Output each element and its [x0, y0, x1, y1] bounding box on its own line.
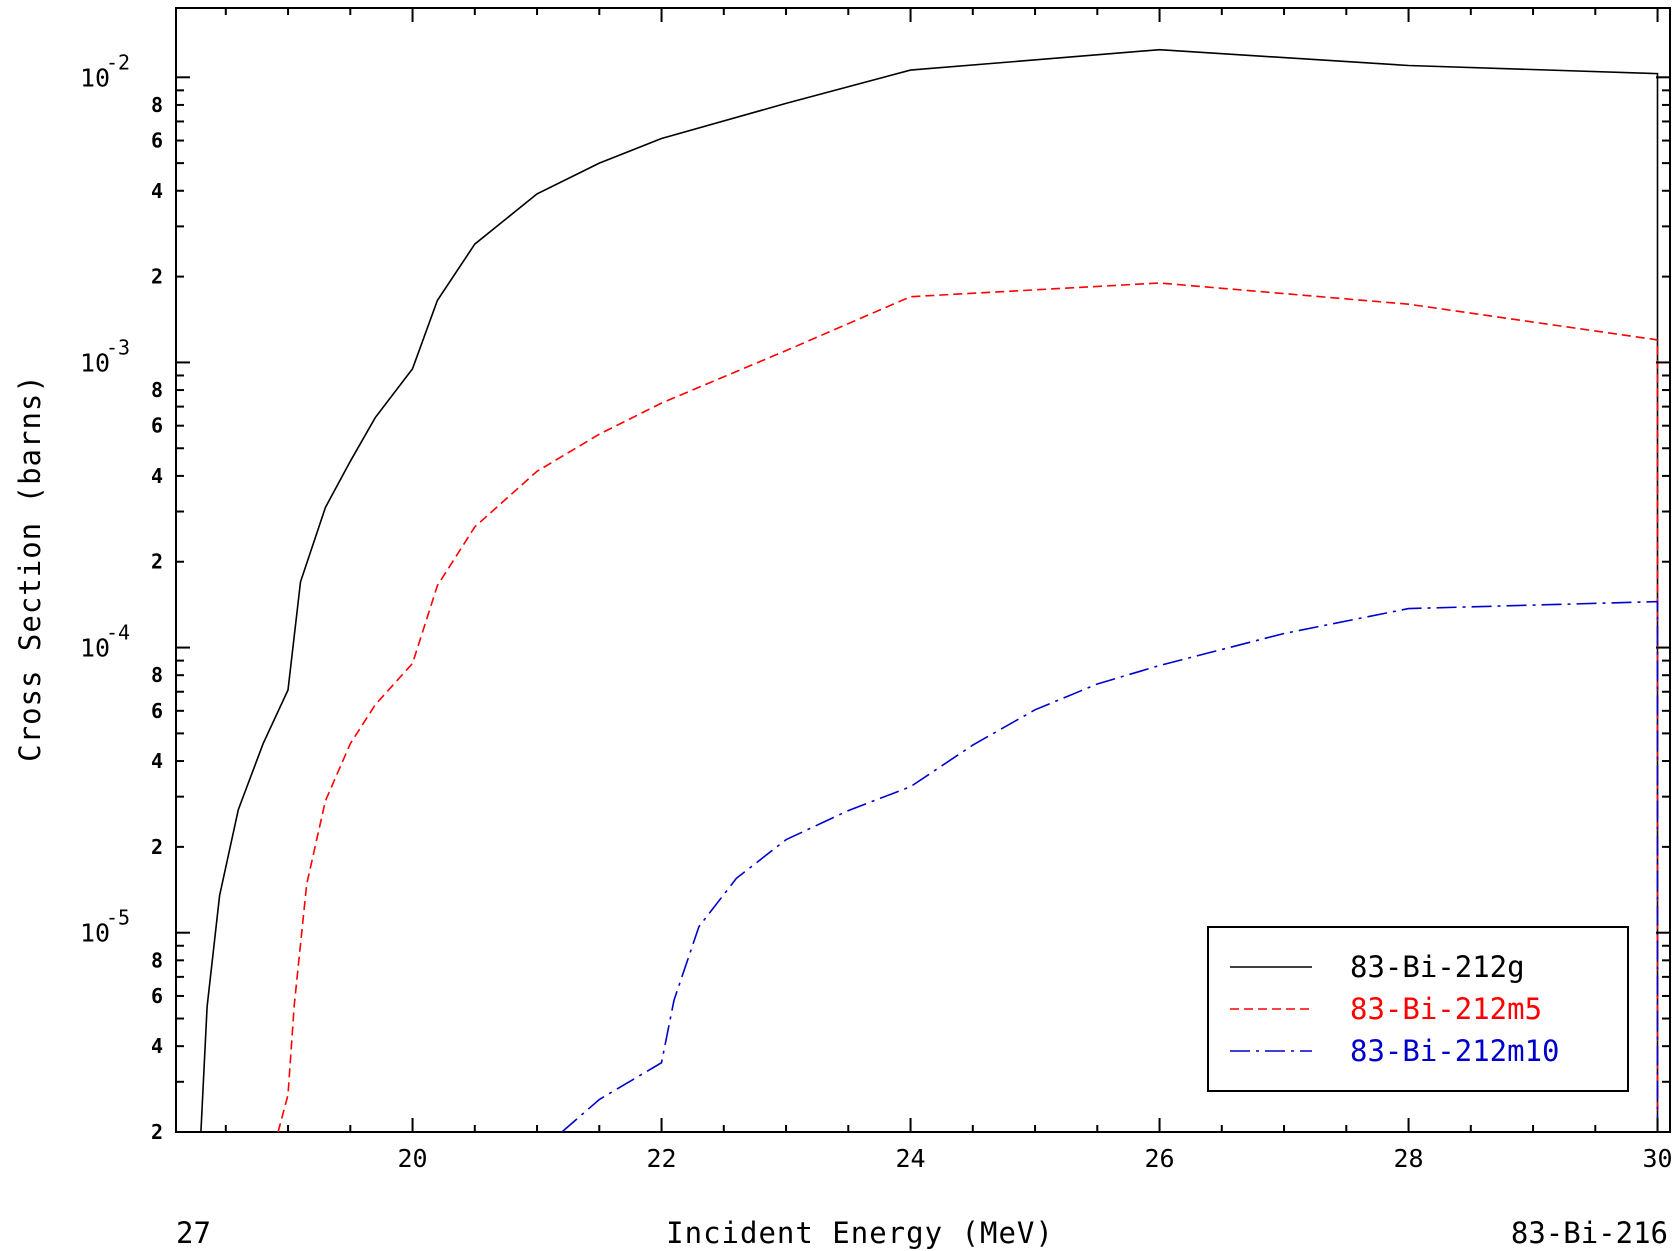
- x-axis-title: Incident Energy (MeV): [666, 1216, 1054, 1250]
- y-minor-tick-label: 6: [151, 699, 163, 723]
- series-line: [200, 48, 1659, 1132]
- legend-label: 83-Bi-212m5: [1350, 992, 1542, 1026]
- x-tick-label: 26: [1144, 1144, 1174, 1173]
- y-axis-title: Cross Section (barns): [13, 374, 47, 762]
- y-minor-tick-label: 8: [151, 378, 163, 402]
- plot-frame: [175, 7, 1671, 1133]
- y-minor-tick-label: 8: [151, 93, 163, 117]
- y-decade-exponent: -3: [106, 335, 130, 359]
- y-minor-tick-label: 8: [151, 663, 163, 687]
- footer-right-label: 83-Bi-216: [1511, 1216, 1668, 1250]
- y-minor-tick-label: 4: [151, 1034, 163, 1058]
- y-minor-tick-label: 2: [151, 265, 163, 289]
- y-decade-exponent: -5: [106, 906, 130, 930]
- x-tick-label: 30: [1642, 1144, 1672, 1173]
- x-tick-label: 20: [397, 1144, 427, 1173]
- y-minor-tick-label: 2: [151, 550, 163, 574]
- y-decade-label: 10: [80, 63, 110, 92]
- legend-label: 83-Bi-212g: [1350, 950, 1525, 984]
- series-line: [561, 600, 1659, 1132]
- y-minor-tick-label: 2: [151, 1120, 163, 1144]
- y-minor-tick-label: 8: [151, 948, 163, 972]
- y-minor-tick-label: 6: [151, 129, 163, 153]
- x-tick-label: 22: [646, 1144, 676, 1173]
- y-decade-label: 10: [80, 634, 110, 663]
- y-minor-tick-label: 4: [151, 749, 163, 773]
- footer-left-label: 27: [176, 1216, 211, 1250]
- x-tick-label: 24: [895, 1144, 925, 1173]
- legend: 83-Bi-212g 83-Bi-212m5 83-Bi-212m10: [1207, 926, 1629, 1092]
- y-minor-tick-label: 4: [151, 179, 163, 203]
- y-decade-exponent: -4: [106, 621, 130, 645]
- y-decade-label: 10: [80, 348, 110, 377]
- plot-border: [175, 7, 1671, 1133]
- y-minor-tick-label: 6: [151, 414, 163, 438]
- x-axis-ticks: 20 22 24 26 28 30: [224, 8, 1673, 1173]
- y-minor-tick-label: 4: [151, 464, 163, 488]
- y-decade-exponent: -2: [106, 50, 130, 74]
- y-minor-tick-label: 6: [151, 984, 163, 1008]
- y-minor-tick-label: 2: [151, 835, 163, 859]
- series-line: [277, 282, 1659, 1132]
- series-layer: [200, 48, 1659, 1132]
- legend-label: 83-Bi-212m10: [1350, 1034, 1560, 1068]
- y-decade-label: 10: [80, 919, 110, 948]
- x-tick-label: 28: [1393, 1144, 1423, 1173]
